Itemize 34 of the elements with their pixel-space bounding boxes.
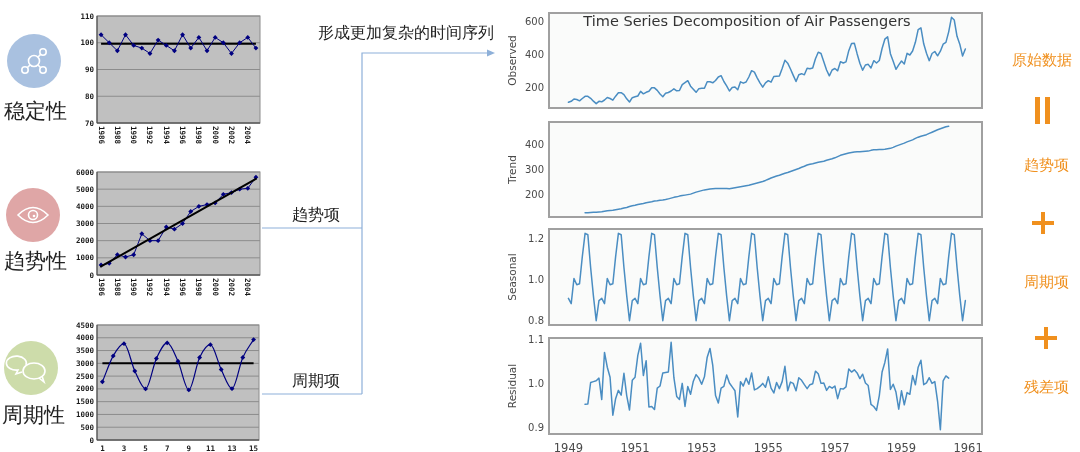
y-tick-label: 400 <box>524 48 544 60</box>
y-tick-label: 200 <box>524 189 544 201</box>
x-tick-label: 1949 <box>553 441 584 452</box>
text: 残差项 <box>1023 378 1069 395</box>
y-tick-label: 1.2 <box>528 233 544 245</box>
y-tick-label: 600 <box>524 15 544 27</box>
text: 周期项 <box>292 372 340 389</box>
text: 趋势项 <box>292 206 340 223</box>
y-tick-label: 0.8 <box>528 315 544 327</box>
text: 趋势性 <box>3 249 67 272</box>
text: 周期项 <box>1023 273 1069 290</box>
x-tick-label: 1955 <box>753 441 783 452</box>
x-tick-label: 1961 <box>953 441 983 452</box>
y-tick-label: 200 <box>524 82 544 94</box>
text: 趋势项 <box>1023 156 1069 173</box>
chart-title: Time Series Decomposition of Air Passengers <box>582 13 911 29</box>
y-tick-label: 400 <box>524 139 544 151</box>
y-tick-label: 1.0 <box>528 274 544 286</box>
text: 形成更加复杂的时间序列 <box>318 24 494 41</box>
y-tick-label: 1.0 <box>528 377 544 389</box>
x-tick-label: 1953 <box>687 441 717 452</box>
y-axis-title: Observed <box>506 35 518 86</box>
text: 周期性 <box>1 403 65 426</box>
y-axis-title: Residual <box>506 363 518 409</box>
y-axis-title: Trend <box>506 155 518 185</box>
y-tick-label: 0.9 <box>528 421 544 433</box>
y-tick-label: 300 <box>524 164 544 176</box>
x-tick-label: 1959 <box>886 441 917 452</box>
text: 原始数据 <box>1012 51 1072 68</box>
y-tick-label: 1.1 <box>528 334 544 346</box>
text: 稳定性 <box>3 99 67 122</box>
y-axis-title: Seasonal <box>506 253 518 301</box>
x-tick-label: 1957 <box>820 441 850 452</box>
x-tick-label: 1951 <box>620 441 650 452</box>
